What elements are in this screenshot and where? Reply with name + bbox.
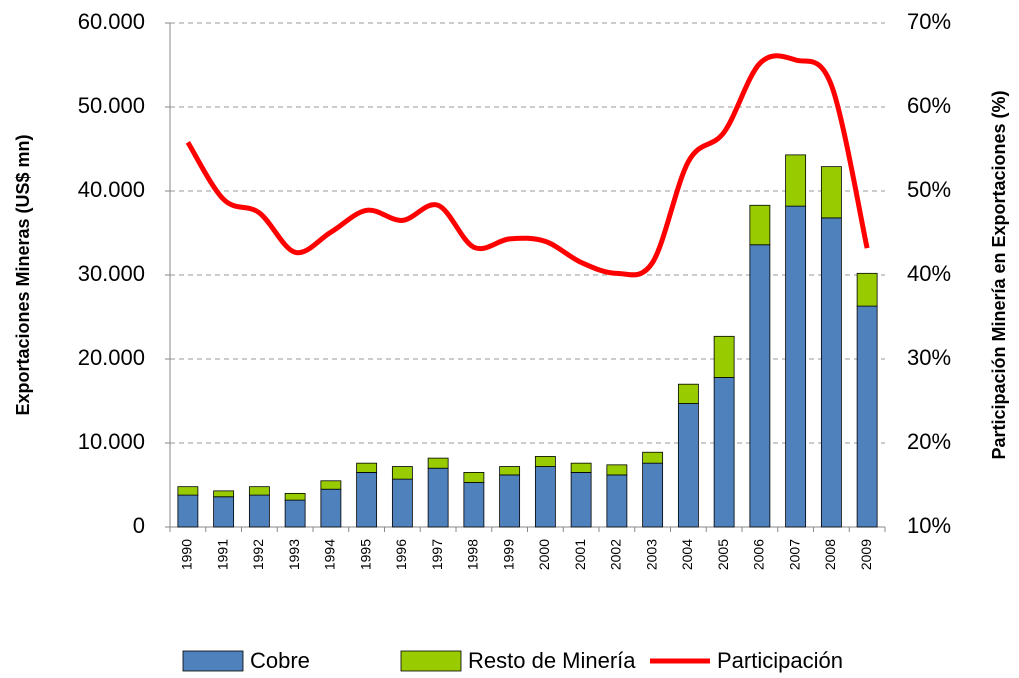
bar <box>248 486 270 496</box>
bar <box>391 478 413 528</box>
y2-tick-label: 30% <box>907 345 951 370</box>
bar <box>749 244 771 528</box>
legend-label: Cobre <box>250 648 310 673</box>
x-tick-label: 2001 <box>572 539 588 570</box>
bar <box>499 474 521 528</box>
y-tick-label: 30.000 <box>78 261 145 286</box>
x-tick-label: 1997 <box>429 539 445 570</box>
x-tick-label: 1995 <box>357 539 373 570</box>
x-tick-label: 2007 <box>786 539 802 570</box>
bar <box>642 451 664 464</box>
x-tick-label: 2009 <box>858 539 874 570</box>
bar <box>749 204 771 246</box>
legend-label: Participación <box>717 648 843 673</box>
y2-tick-label: 70% <box>907 9 951 34</box>
legend-label: Resto de Minería <box>468 648 636 673</box>
bar <box>534 466 556 528</box>
bar <box>677 383 699 404</box>
bar <box>606 474 628 528</box>
y2-tick-label: 50% <box>907 177 951 202</box>
x-tick-label: 2000 <box>536 539 552 570</box>
y-tick-label: 40.000 <box>78 177 145 202</box>
bar <box>820 217 842 528</box>
y-tick-label: 50.000 <box>78 93 145 118</box>
y-axis-title: Exportaciones Mineras (US$ mn) <box>13 134 33 415</box>
y-tick-label: 60.000 <box>78 9 145 34</box>
x-tick-label: 1999 <box>500 539 516 570</box>
bar <box>248 494 270 528</box>
x-tick-label: 1992 <box>250 539 266 570</box>
line <box>185 53 870 278</box>
bar <box>213 496 235 528</box>
bar <box>284 499 306 528</box>
y2-axis-title: Participación Minería en Exportaciones (… <box>989 90 1009 459</box>
bar <box>856 305 878 528</box>
x-tick-label: 1991 <box>214 539 230 570</box>
x-tick-label: 1996 <box>393 539 409 570</box>
bar <box>391 466 413 480</box>
x-tick-label: 1993 <box>286 539 302 570</box>
bar <box>856 272 878 307</box>
bar <box>177 494 199 528</box>
bar <box>463 482 485 528</box>
bar <box>320 488 342 528</box>
bar <box>713 377 735 528</box>
legend-swatch <box>400 650 462 672</box>
x-tick-label: 1994 <box>322 539 338 570</box>
bar <box>713 335 735 378</box>
legend-swatch <box>182 650 244 672</box>
y2-tick-label: 10% <box>907 513 951 538</box>
x-tick-label: 2006 <box>751 539 767 570</box>
x-tick-label: 1990 <box>179 539 195 570</box>
bar <box>785 154 807 207</box>
bar <box>499 466 521 476</box>
x-tick-label: 2004 <box>679 539 695 570</box>
bar <box>356 471 378 528</box>
y2-tick-label: 60% <box>907 93 951 118</box>
bar <box>677 403 699 528</box>
x-tick-label: 2008 <box>822 539 838 570</box>
bar <box>534 456 556 467</box>
bar <box>606 464 628 476</box>
y-tick-label: 10.000 <box>78 429 145 454</box>
x-tick-label: 1998 <box>465 539 481 570</box>
y2-tick-label: 40% <box>907 261 951 286</box>
bar <box>320 480 342 490</box>
bar <box>785 205 807 528</box>
bar <box>356 462 378 473</box>
y-tick-label: 20.000 <box>78 345 145 370</box>
bar <box>642 462 664 528</box>
bar <box>427 457 449 469</box>
y-tick-label: 0 <box>133 513 145 538</box>
bar <box>570 471 592 528</box>
bar <box>213 490 235 498</box>
bar <box>570 462 592 473</box>
bar <box>427 467 449 528</box>
bar <box>463 471 485 483</box>
bar <box>820 166 842 219</box>
y2-tick-label: 20% <box>907 429 951 454</box>
bar <box>177 486 199 496</box>
bar <box>284 492 306 501</box>
x-tick-label: 2005 <box>715 539 731 570</box>
x-tick-label: 2002 <box>608 539 624 570</box>
x-tick-label: 2003 <box>643 539 659 570</box>
